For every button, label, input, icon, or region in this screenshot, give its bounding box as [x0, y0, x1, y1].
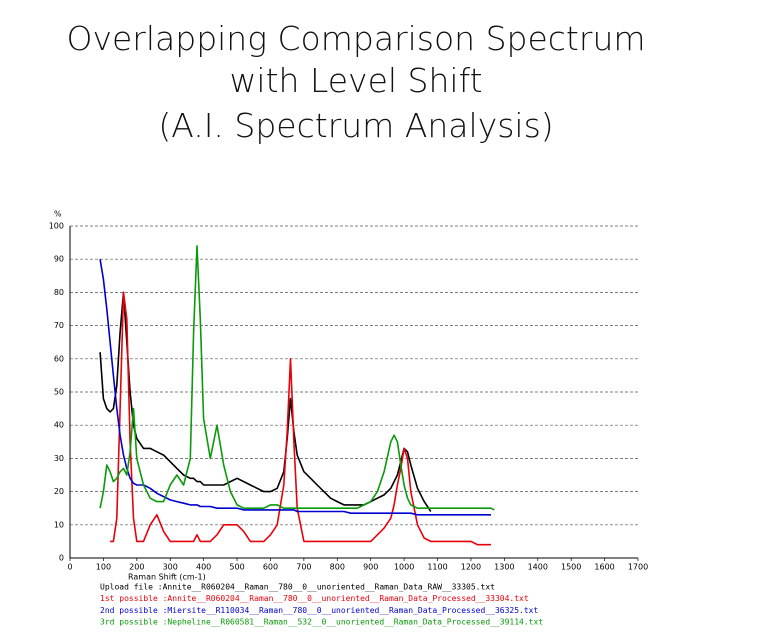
x-tick-label: 800 [330, 563, 345, 572]
x-tick-label: 600 [263, 563, 278, 572]
x-tick-label: 900 [363, 563, 378, 572]
x-tick-label: 1100 [427, 563, 447, 572]
series-line [99, 245, 495, 511]
x-tick-label: 1700 [628, 563, 648, 572]
x-tick-label: 0 [67, 563, 72, 572]
x-tick-label: 1500 [561, 563, 581, 572]
x-tick-label: 700 [296, 563, 311, 572]
x-tick-label: 1200 [461, 563, 481, 572]
title-line: Overlapping Comparison Spectrum [66, 19, 645, 58]
x-axis-label: Raman Shift (cm-1) [128, 573, 206, 582]
y-tick-label: 40 [54, 421, 64, 430]
y-tick-label: 30 [54, 454, 64, 463]
x-tick-label: 1600 [594, 563, 614, 572]
x-tick-label: 1400 [528, 563, 548, 572]
title-line: with Level Shift [229, 61, 482, 100]
x-tick-label: 1300 [494, 563, 514, 572]
y-tick-label: 80 [54, 288, 64, 297]
y-tick-label: 20 [54, 487, 64, 496]
y-tick-label: 100 [49, 222, 64, 231]
y-tick-label: 90 [54, 255, 64, 264]
y-tick-label: 0 [59, 554, 64, 563]
x-tick-label: 500 [229, 563, 244, 572]
series-line [99, 259, 491, 516]
x-tick-label: 1000 [394, 563, 414, 572]
x-tick-label: 300 [163, 563, 178, 572]
y-tick-label: 10 [54, 520, 64, 529]
x-tick-label: 200 [129, 563, 144, 572]
x-tick-label: 400 [196, 563, 211, 572]
legend-entry: 2nd possible :Miersite__R110034__Raman__… [100, 606, 538, 615]
y-tick-label: 60 [54, 354, 64, 363]
y-axis-label: % [54, 210, 62, 219]
series-line [110, 291, 491, 546]
x-tick-label: 100 [96, 563, 111, 572]
title-line: (A.I. Spectrum Analysis) [158, 106, 553, 145]
legend-entry: 3rd possible :Nepheline__R060581__Raman_… [100, 618, 543, 627]
y-tick-label: 70 [54, 321, 64, 330]
legend-entry: 1st possible :Annite__R060204__Raman__78… [100, 594, 529, 603]
y-tick-label: 50 [54, 388, 64, 397]
legend-entry: Upload file :Annite__R060204__Raman__780… [100, 583, 495, 592]
